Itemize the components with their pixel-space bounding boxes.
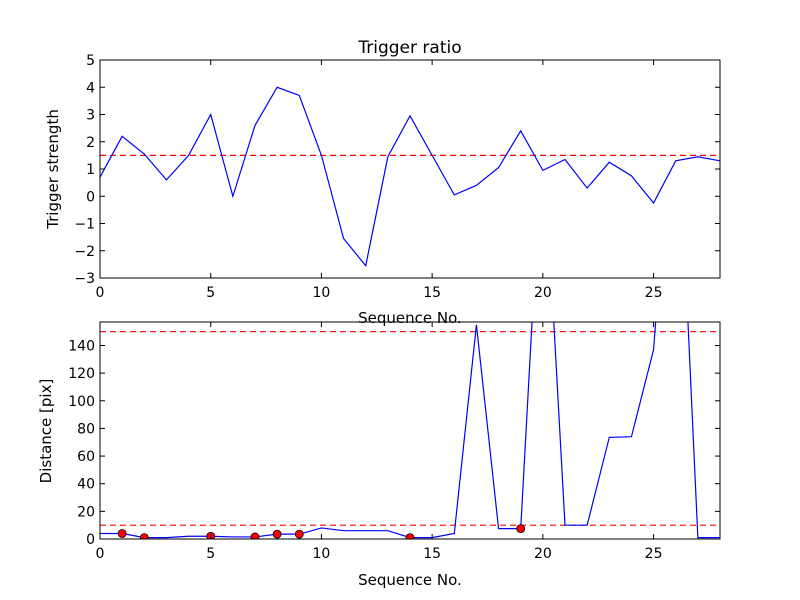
trigger-ratio-y-tick-label: 2 <box>86 135 95 151</box>
trigger-ratio-y-tick-label: 0 <box>86 189 95 205</box>
trigger-ratio-xlabel: Sequence No. <box>358 309 462 327</box>
trigger-ratio-x-tick-label: 5 <box>206 285 215 301</box>
trigger-ratio-ylabel: Trigger strength <box>44 109 62 230</box>
trigger-ratio-x-tick-label: 10 <box>313 285 331 301</box>
trigger-ratio-x-tick-label: 25 <box>645 285 663 301</box>
distance-x-tick-label: 0 <box>96 546 105 562</box>
trigger-ratio-x-tick-label: 0 <box>96 285 105 301</box>
distance-ylabel: Distance [pix] <box>37 379 55 484</box>
distance-y-tick-label: 60 <box>77 449 95 465</box>
distance-marker-point <box>272 529 282 539</box>
distance-x-tick-label: 5 <box>206 546 215 562</box>
distance-x-tick-label: 10 <box>313 546 331 562</box>
trigger-ratio-x-tick-label: 20 <box>534 285 552 301</box>
distance-marker-point <box>250 532 260 539</box>
distance-y-tick-label: 120 <box>68 366 95 382</box>
distance-x-tick-label: 20 <box>534 546 552 562</box>
trigger-ratio-panel: Trigger ratio Sequence No. Trigger stren… <box>44 38 721 327</box>
trigger-ratio-y-tick-label: 3 <box>86 108 95 124</box>
distance-x-tick-label: 15 <box>423 546 441 562</box>
trigger-ratio-y-tick-label: −2 <box>74 244 95 260</box>
distance-marker-point <box>405 533 415 539</box>
distance-marker-point <box>294 529 304 539</box>
trigger-ratio-y-tick-label: −3 <box>74 271 95 287</box>
trigger-ratio-y-tick-label: −1 <box>74 217 95 233</box>
trigger-ratio-y-tick-label: 4 <box>86 80 95 96</box>
trigger-ratio-x-tick-label: 15 <box>423 285 441 301</box>
trigger-ratio-axes-frame <box>99 59 721 279</box>
distance-y-tick-label: 80 <box>77 421 95 437</box>
trigger-ratio-y-tick-label: 5 <box>86 53 95 69</box>
distance-marker-point <box>516 524 526 534</box>
distance-marker-point <box>139 533 149 539</box>
trigger-ratio-y-tick-label: 1 <box>86 162 95 178</box>
trigger-ratio-title: Trigger ratio <box>357 38 461 58</box>
distance-marker-point <box>117 529 127 538</box>
distance-y-tick-label: 20 <box>77 504 95 520</box>
distance-y-tick-label: 40 <box>77 477 95 493</box>
distance-xlabel: Sequence No. <box>358 571 462 589</box>
distance-y-tick-label: 0 <box>86 532 95 548</box>
distance-x-tick-label: 25 <box>645 546 663 562</box>
distance-y-tick-label: 140 <box>68 338 95 354</box>
distance-panel: Sequence No. Distance [pix] 0 5 10 15 20 25 0 2… <box>37 321 721 589</box>
distance-axes-frame <box>99 321 721 540</box>
distance-y-tick-label: 100 <box>68 394 95 410</box>
trigger-ratio-series-line <box>100 86 720 268</box>
